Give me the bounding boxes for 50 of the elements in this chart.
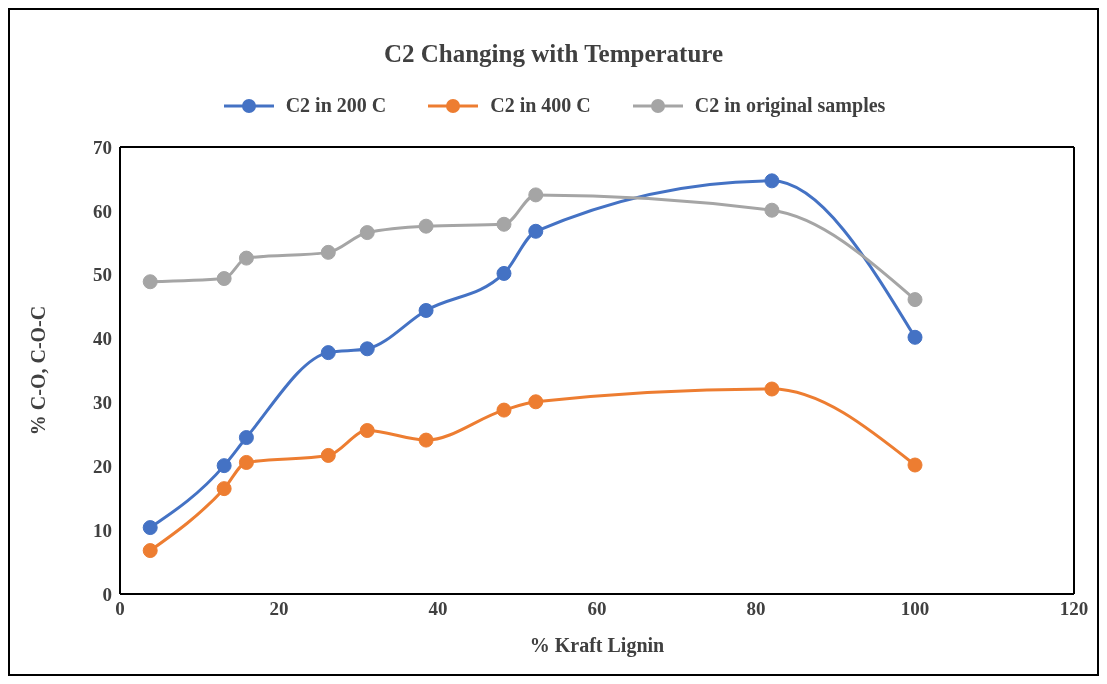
y-tick-label: 40 bbox=[93, 328, 112, 350]
point bbox=[216, 271, 232, 287]
point bbox=[238, 430, 254, 446]
x-tick-label: 40 bbox=[428, 598, 448, 620]
point bbox=[418, 218, 434, 234]
x-tick-label: 80 bbox=[746, 598, 766, 620]
y-tick-label: 60 bbox=[93, 200, 112, 222]
point bbox=[238, 454, 254, 470]
x-tick-label: 100 bbox=[900, 598, 930, 620]
point bbox=[142, 274, 158, 290]
y-tick-label: 20 bbox=[93, 456, 112, 478]
y-tick-label: 10 bbox=[93, 519, 112, 541]
point bbox=[320, 244, 336, 260]
point bbox=[320, 447, 336, 463]
point bbox=[238, 250, 254, 266]
point bbox=[907, 292, 923, 308]
point bbox=[907, 457, 923, 473]
point bbox=[142, 520, 158, 536]
chart-title: C2 Changing with Temperature bbox=[382, 40, 725, 68]
point bbox=[418, 432, 434, 448]
legend-label: C2 in 400 C bbox=[490, 94, 591, 117]
point bbox=[528, 223, 544, 239]
y-tick-label: 50 bbox=[93, 264, 112, 286]
x-tick-label: 20 bbox=[269, 598, 289, 620]
point bbox=[764, 202, 780, 218]
point bbox=[142, 543, 158, 559]
point bbox=[764, 381, 780, 397]
point bbox=[216, 481, 232, 497]
point bbox=[320, 345, 336, 361]
point bbox=[496, 216, 512, 232]
point bbox=[528, 187, 544, 203]
y-tick-label: 0 bbox=[102, 583, 112, 605]
point bbox=[528, 394, 544, 410]
point bbox=[359, 341, 375, 357]
y-tick-label: 30 bbox=[93, 392, 112, 414]
point bbox=[216, 458, 232, 474]
legend-label: C2 in original samples bbox=[694, 94, 886, 117]
point bbox=[496, 265, 512, 281]
point bbox=[764, 173, 780, 189]
point bbox=[496, 402, 512, 418]
point bbox=[359, 225, 375, 241]
y-axis-title: % C-O, C-O-C bbox=[27, 305, 50, 436]
point bbox=[907, 329, 923, 345]
point bbox=[418, 302, 434, 318]
y-tick-label: 70 bbox=[93, 136, 112, 158]
point bbox=[359, 423, 375, 439]
legend-label: C2 in 200 C bbox=[285, 94, 387, 117]
x-axis-title: % Kraft Lignin bbox=[529, 634, 665, 657]
x-tick-label: 120 bbox=[1059, 598, 1089, 620]
x-tick-label: 60 bbox=[587, 598, 607, 620]
